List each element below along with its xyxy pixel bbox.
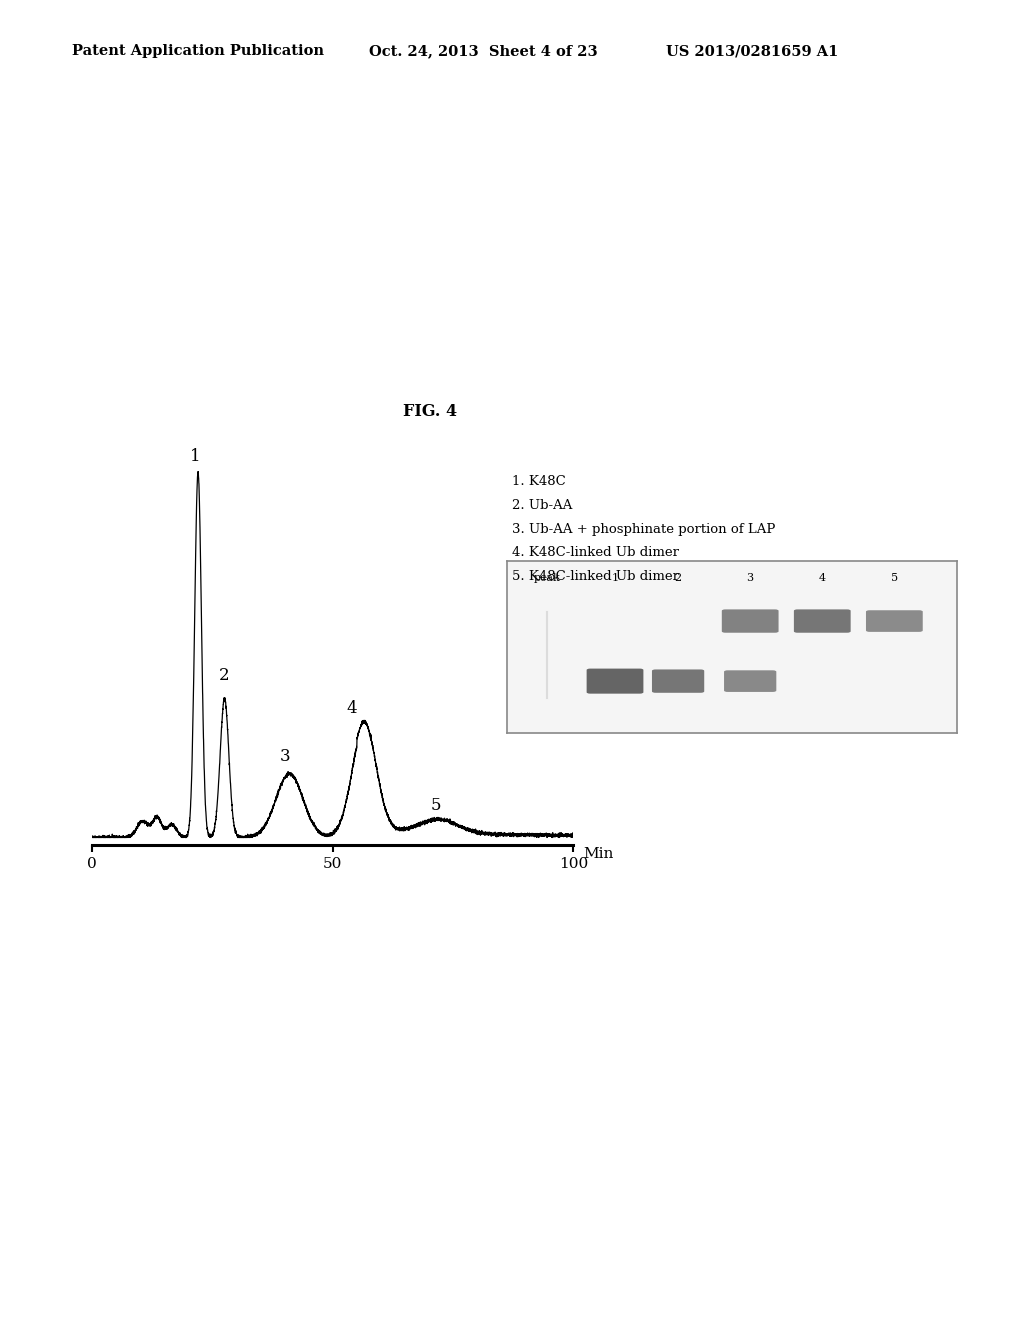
FancyBboxPatch shape: [587, 669, 643, 693]
FancyBboxPatch shape: [722, 610, 778, 632]
FancyBboxPatch shape: [724, 671, 776, 692]
Text: 5: 5: [891, 573, 898, 583]
Text: US 2013/0281659 A1: US 2013/0281659 A1: [666, 45, 838, 58]
Text: 3: 3: [280, 747, 290, 764]
Text: 2: 2: [219, 668, 229, 684]
Text: Oct. 24, 2013  Sheet 4 of 23: Oct. 24, 2013 Sheet 4 of 23: [369, 45, 597, 58]
Text: 4: 4: [819, 573, 825, 583]
Text: 2. Ub-AA: 2. Ub-AA: [512, 499, 572, 512]
Text: 4. K48C-linked Ub dimer: 4. K48C-linked Ub dimer: [512, 546, 679, 560]
Text: 3. Ub-AA + phosphinate portion of LAP: 3. Ub-AA + phosphinate portion of LAP: [512, 523, 775, 536]
Text: 4: 4: [347, 700, 357, 717]
Text: 2: 2: [675, 573, 682, 583]
Text: 5: 5: [431, 797, 441, 814]
Text: 1: 1: [611, 573, 618, 583]
FancyBboxPatch shape: [652, 669, 705, 693]
Text: 5. K48C-linked Ub dimer: 5. K48C-linked Ub dimer: [512, 570, 679, 583]
FancyBboxPatch shape: [794, 610, 851, 632]
Text: 3: 3: [746, 573, 754, 583]
Text: Patent Application Publication: Patent Application Publication: [72, 45, 324, 58]
Text: FIG. 4: FIG. 4: [403, 403, 457, 420]
Text: Min: Min: [583, 846, 613, 861]
Text: 1. K48C: 1. K48C: [512, 475, 565, 488]
Text: 1: 1: [190, 449, 201, 466]
FancyBboxPatch shape: [866, 610, 923, 632]
Text: pcak: pcak: [535, 573, 561, 583]
